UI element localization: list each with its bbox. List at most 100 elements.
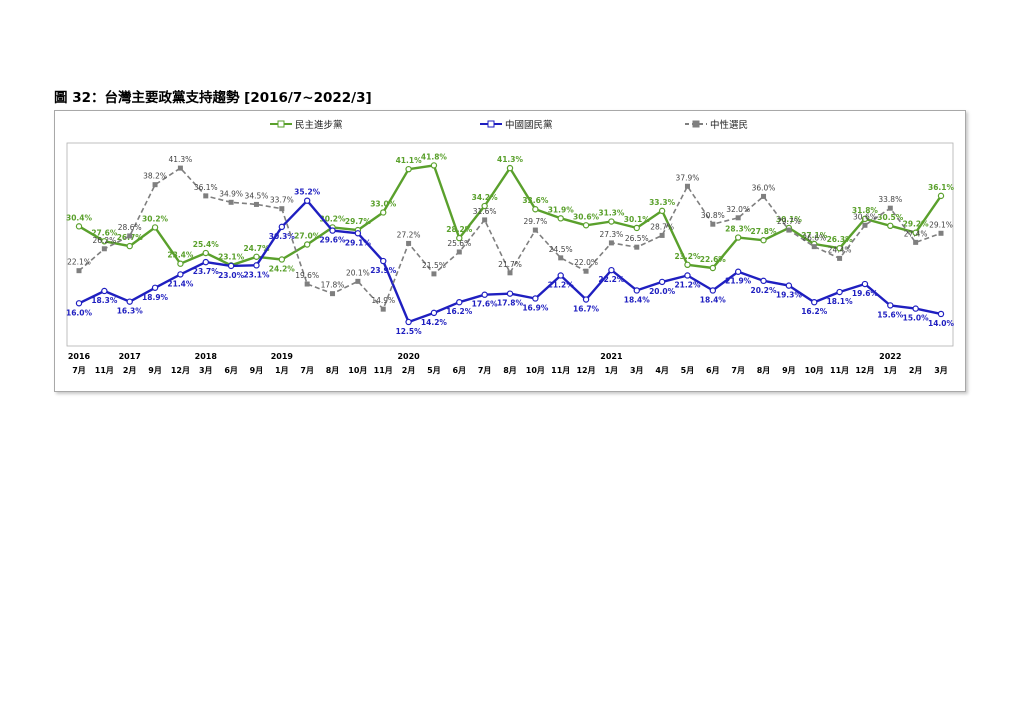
month-tick-label: 4月 xyxy=(655,366,669,375)
data-label: 16.2% xyxy=(446,307,473,316)
data-label: 36.0% xyxy=(752,183,776,192)
month-tick-label: 11月 xyxy=(374,366,393,375)
month-tick-label: 12月 xyxy=(171,366,190,375)
data-label: 36.1% xyxy=(928,183,955,192)
data-label: 23.2% xyxy=(674,252,701,261)
data-point xyxy=(278,223,286,231)
data-label: 12.5% xyxy=(396,327,423,336)
data-label: 33.3% xyxy=(649,198,676,207)
data-label: 23.1% xyxy=(243,270,270,279)
data-label: 23.1% xyxy=(218,252,245,261)
data-point xyxy=(836,245,843,252)
data-label: 34.9% xyxy=(219,189,243,198)
data-point xyxy=(304,281,310,287)
year-label: 2016 xyxy=(68,352,91,361)
data-label: 25.4% xyxy=(193,240,220,249)
month-tick-label: 10月 xyxy=(526,366,545,375)
data-point xyxy=(431,271,437,277)
data-label: 37.9% xyxy=(676,173,700,182)
data-point xyxy=(177,260,184,267)
month-tick-label: 11月 xyxy=(95,366,114,375)
data-label: 25.6% xyxy=(447,239,471,248)
month-tick-label: 7月 xyxy=(478,366,492,375)
data-point xyxy=(938,230,944,236)
data-point xyxy=(101,246,107,252)
data-label: 22.6% xyxy=(700,255,727,264)
data-label: 29.7% xyxy=(777,217,801,226)
data-label: 31.9% xyxy=(548,205,575,214)
legend-label: 中性選民 xyxy=(710,119,748,131)
data-label: 41.1% xyxy=(396,156,423,165)
data-point xyxy=(430,309,438,317)
data-label: 28.7% xyxy=(650,222,674,231)
data-label: 20.2% xyxy=(751,286,778,295)
month-tick-label: 6月 xyxy=(453,366,467,375)
data-label: 16.9% xyxy=(522,303,549,312)
data-point xyxy=(532,295,539,302)
data-point xyxy=(811,244,817,250)
month-tick-label: 10月 xyxy=(805,366,824,375)
data-label: 24.2% xyxy=(269,264,296,273)
data-point xyxy=(861,215,869,223)
data-label: 27.3% xyxy=(599,230,623,239)
data-label: 34.2% xyxy=(472,193,499,202)
data-point xyxy=(862,222,868,228)
month-tick-label: 7月 xyxy=(300,366,314,375)
data-label: 17.6% xyxy=(472,300,499,309)
data-point xyxy=(735,215,741,221)
data-point xyxy=(405,318,412,326)
data-label: 34.5% xyxy=(245,191,269,200)
data-label: 30.1% xyxy=(776,215,803,224)
data-point xyxy=(659,232,665,238)
data-label: 33.0% xyxy=(370,199,397,208)
data-point xyxy=(634,244,640,250)
month-tick-label: 8月 xyxy=(503,366,517,375)
series-1: 16.0%18.3%16.3%18.9%21.4%23.7% 23.0% 23.1%… xyxy=(66,188,955,336)
data-point xyxy=(506,164,514,172)
data-point xyxy=(761,193,767,199)
data-point xyxy=(507,270,513,276)
month-tick-label: 6月 xyxy=(224,366,238,375)
data-point xyxy=(380,209,387,216)
data-point xyxy=(482,217,488,223)
data-point xyxy=(380,257,387,265)
year-label: 2017 xyxy=(119,352,141,361)
data-point xyxy=(151,224,159,231)
data-label: 27.8% xyxy=(751,227,778,236)
data-label: 19.3% xyxy=(776,291,803,300)
data-label: 26.3% xyxy=(827,235,854,244)
month-tick-label: 10月 xyxy=(348,366,367,375)
data-point xyxy=(253,253,260,260)
data-point xyxy=(228,199,234,205)
data-label: 35.2% xyxy=(294,188,321,197)
data-point xyxy=(785,282,793,289)
year-label: 2021 xyxy=(600,352,623,361)
data-point xyxy=(456,298,463,306)
month-tick-label: 2月 xyxy=(123,366,137,375)
data-label: 14.9% xyxy=(371,296,395,305)
data-point xyxy=(355,278,361,284)
month-tick-label: 1月 xyxy=(275,366,289,375)
data-label: 27.1% xyxy=(801,231,828,240)
data-point xyxy=(481,202,488,210)
data-label: 33.7% xyxy=(270,196,294,205)
data-point xyxy=(558,255,564,261)
data-point xyxy=(709,264,717,272)
data-label: 29.6% xyxy=(320,236,347,245)
month-tick-label: 8月 xyxy=(326,366,340,375)
data-point xyxy=(406,240,412,246)
data-label: 27.6% xyxy=(91,228,118,237)
data-point xyxy=(583,268,589,274)
data-point xyxy=(760,237,767,244)
data-label: 30.8% xyxy=(701,211,725,220)
month-tick-label: 1月 xyxy=(884,366,898,375)
data-point xyxy=(786,227,792,233)
data-label: 16.3% xyxy=(117,307,144,316)
data-label: 29.7% xyxy=(345,217,372,226)
data-point xyxy=(532,227,538,233)
data-point xyxy=(278,256,286,263)
year-label: 2019 xyxy=(271,352,294,361)
data-label: 18.1% xyxy=(827,297,854,306)
data-label: 22.2% xyxy=(598,275,625,284)
data-point xyxy=(811,298,818,306)
